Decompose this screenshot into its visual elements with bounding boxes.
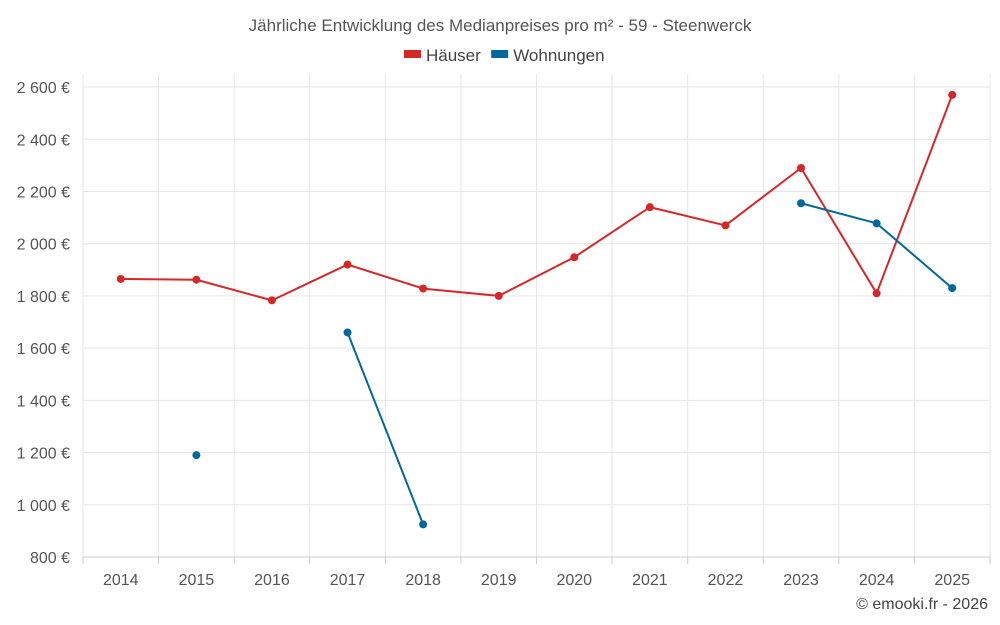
x-tick-label: 2019: [481, 572, 517, 589]
series-line-segment: [347, 263, 424, 290]
y-tick-label: 1 200 €: [17, 446, 70, 463]
series-line-segment: [800, 167, 878, 294]
data-point[interactable]: [494, 291, 503, 300]
x-tick-label: 2020: [556, 572, 592, 589]
y-tick-label: 1 400 €: [17, 393, 70, 410]
data-point[interactable]: [343, 328, 352, 337]
axes: 800 € 1 000 € 1 200 € 1 400 € 1 600 € 1 800 €…: [17, 80, 991, 589]
series-line-segment: [649, 206, 726, 227]
y-tick-label: 2 400 €: [17, 132, 70, 149]
series-line-segment: [875, 222, 953, 289]
chart-title: Jährliche Entwicklung des Medianpreises …: [249, 16, 752, 35]
data-point[interactable]: [645, 203, 654, 212]
series-line-segment: [196, 278, 273, 302]
series-line-segment: [423, 287, 499, 297]
series-line-segment: [498, 256, 575, 297]
data-point[interactable]: [116, 274, 125, 283]
y-tick-label: 800 €: [30, 550, 70, 567]
series-wohnungen: [192, 199, 957, 529]
data-point[interactable]: [267, 296, 276, 305]
x-tick-label: 2016: [254, 572, 290, 589]
x-tick-label: 2024: [859, 572, 895, 589]
x-tick-label: 2022: [708, 572, 744, 589]
data-point[interactable]: [343, 260, 352, 269]
y-tick-label: 1 600 €: [17, 341, 70, 358]
y-tick-label: 2 600 €: [17, 80, 70, 97]
y-tick-label: 2 200 €: [17, 184, 70, 201]
data-point[interactable]: [570, 253, 579, 262]
data-point[interactable]: [872, 219, 881, 228]
x-tick-label: 2015: [179, 572, 215, 589]
data-point[interactable]: [797, 199, 806, 208]
credit-text: © emooki.fr - 2026: [856, 596, 988, 613]
data-point[interactable]: [948, 284, 957, 293]
x-tick-label: 2025: [934, 572, 970, 589]
data-point[interactable]: [192, 275, 201, 284]
data-point[interactable]: [797, 163, 806, 172]
series-line-segment: [724, 167, 802, 227]
grid-lines: [82, 74, 991, 557]
legend-label: Häuser: [426, 46, 481, 65]
x-tick-label: 2021: [632, 572, 668, 589]
legend-item-haeuser[interactable]: Häuser: [404, 46, 481, 65]
data-point[interactable]: [872, 289, 881, 298]
x-tick-label: 2017: [330, 572, 366, 589]
legend[interactable]: Häuser Wohnungen: [404, 46, 605, 65]
data-point[interactable]: [721, 221, 730, 230]
series-line-segment: [271, 263, 348, 302]
series-haeuser: [116, 90, 957, 305]
x-tick-label: 2018: [405, 572, 441, 589]
y-tick-label: 1 000 €: [17, 498, 70, 515]
series-line-segment: [346, 332, 425, 525]
legend-item-wohnungen[interactable]: Wohnungen: [491, 46, 605, 65]
legend-swatch: [491, 50, 509, 58]
series-line-segment: [875, 94, 954, 294]
data-point[interactable]: [419, 284, 428, 293]
y-tick-label: 1 800 €: [17, 289, 70, 306]
x-tick-label: 2023: [783, 572, 819, 589]
y-tick-label: 2 000 €: [17, 237, 70, 254]
legend-label: Wohnungen: [513, 46, 604, 65]
data-point[interactable]: [419, 520, 428, 529]
series-line-segment: [800, 202, 877, 225]
series-line-segment: [573, 206, 651, 259]
data-point[interactable]: [192, 451, 201, 460]
legend-swatch: [404, 50, 421, 58]
series-line-segment: [120, 277, 197, 281]
x-tick-label: 2014: [103, 572, 139, 589]
data-point[interactable]: [948, 90, 957, 99]
series-layer: [116, 90, 957, 529]
